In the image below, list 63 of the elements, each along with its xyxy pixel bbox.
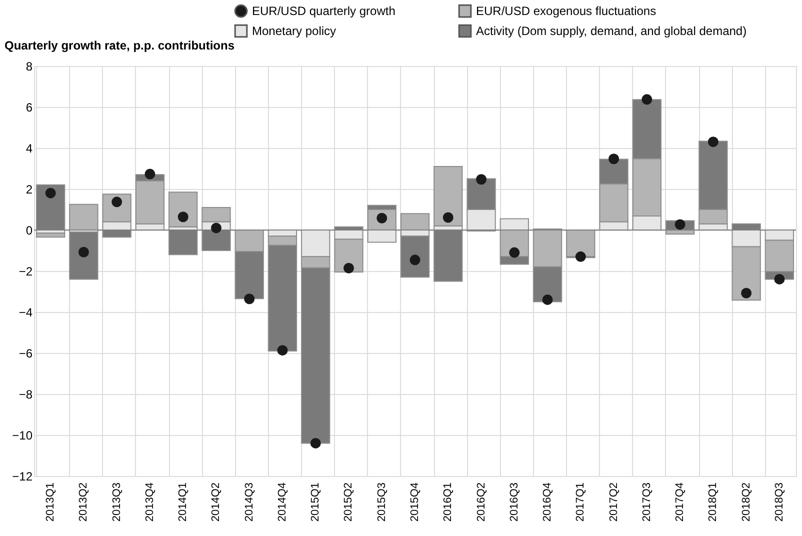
point: [343, 262, 354, 274]
x-tick-label: 2017Q3: [640, 482, 653, 522]
y-tick-label: 4: [26, 142, 33, 156]
legend-label: Monetary policy: [252, 24, 336, 38]
x-tick-label: 2017Q1: [574, 482, 587, 522]
x-tick-label: 2014Q3: [243, 482, 256, 522]
y-tick-label: 6: [26, 100, 33, 114]
x-tick-label: 2014Q2: [210, 482, 222, 522]
x-tick-label: 2016Q2: [475, 482, 488, 522]
point: [277, 345, 288, 356]
y-tick-label: −4: [18, 306, 33, 320]
point: [608, 154, 620, 164]
x-tick-label: 2014Q1: [177, 482, 190, 522]
y-tick-label: −2: [18, 264, 33, 278]
bar: [36, 232, 66, 238]
legend-label: EUR/USD quarterly growth: [252, 4, 396, 18]
point: [144, 168, 156, 180]
point: [78, 246, 89, 258]
bar: [434, 166, 463, 226]
point: [708, 136, 718, 148]
point: [112, 196, 122, 208]
point: [642, 94, 652, 105]
x-tick-label: 2017Q2: [608, 482, 620, 522]
x-tick-label: 2015Q4: [409, 482, 421, 522]
x-tick-label: 2016Q1: [442, 482, 454, 522]
x-tick-label: 2014Q4: [276, 482, 288, 522]
y-tick-label: −8: [18, 388, 33, 402]
point: [178, 212, 188, 222]
bar: [168, 192, 198, 228]
x-tick-label: 2013Q1: [44, 482, 57, 522]
point: [674, 219, 686, 230]
legend-label: EUR/USD exogenous fluctuations: [476, 4, 656, 18]
x-tick-label: 2013Q4: [144, 482, 156, 522]
x-tick-label: 2017Q4: [674, 482, 686, 522]
point: [741, 288, 752, 298]
y-tick-label: 0: [26, 224, 33, 238]
x-tick-label: 2018Q2: [740, 482, 752, 522]
point: [476, 174, 487, 185]
point: [774, 274, 785, 284]
x-tick-label: 2016Q4: [542, 482, 554, 522]
x-tick-label: 2015Q3: [376, 482, 388, 522]
point: [442, 212, 454, 223]
y-axis-title: Quarterly growth rate, p.p. contributions: [4, 38, 235, 52]
x-tick-label: 2018Q3: [773, 482, 786, 522]
y-tick-label: −10: [12, 428, 33, 442]
x-tick-label: 2015Q2: [342, 482, 355, 522]
point: [542, 294, 553, 305]
y-tick-label: −12: [12, 470, 33, 484]
x-tick-label: 2015Q1: [310, 482, 322, 522]
y-tick-label: 2: [26, 182, 33, 196]
x-tick-label: 2016Q3: [508, 482, 520, 522]
point: [509, 247, 520, 258]
x-tick-label: 2013Q3: [110, 482, 123, 522]
y-tick-label: −6: [18, 346, 33, 360]
point: [575, 251, 586, 262]
x-tick-label: 2018Q1: [707, 482, 720, 522]
point: [244, 294, 255, 304]
point: [310, 438, 321, 448]
legend-label: Activity (Dom supply, demand, and global demand): [476, 24, 747, 38]
point: [210, 222, 222, 234]
x-tick-label: 2013Q2: [78, 482, 90, 522]
y-tick-label: 8: [26, 60, 33, 74]
point: [45, 188, 56, 198]
